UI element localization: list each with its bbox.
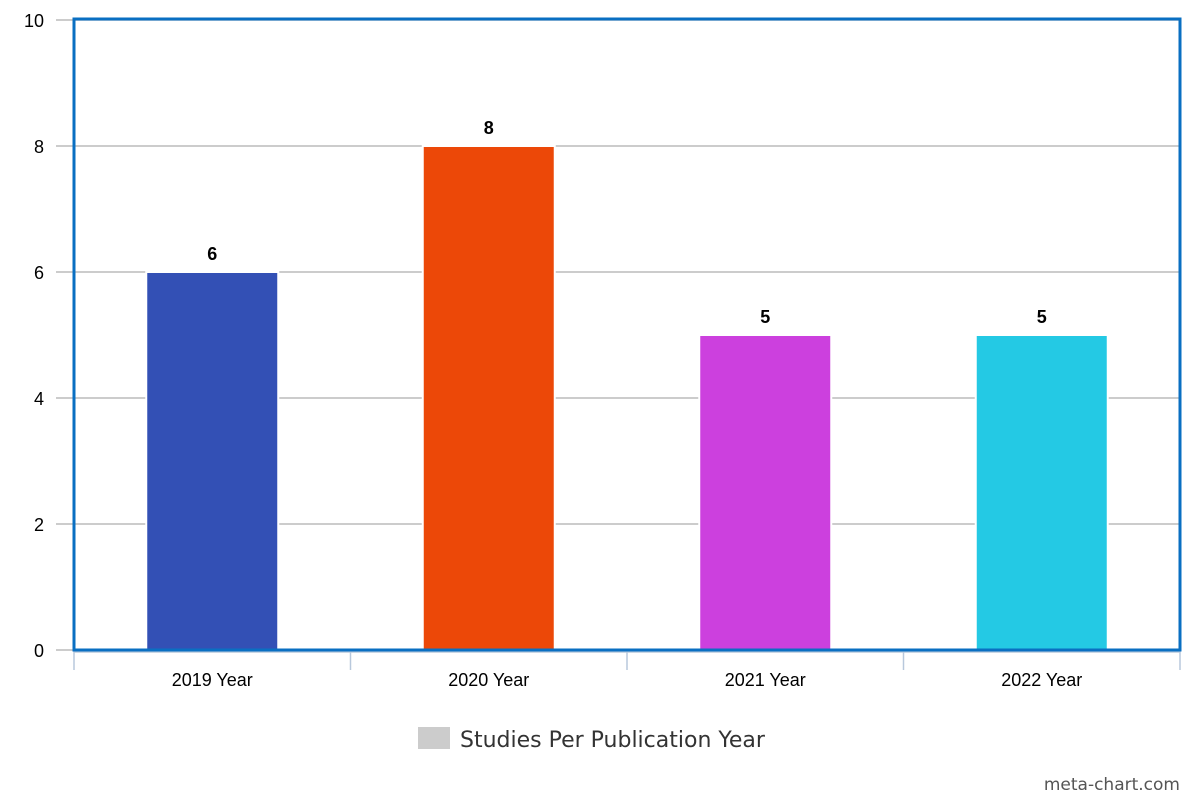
x-axis: 2019 Year 2020 Year 2021 Year 2022 Year	[73, 650, 1181, 690]
y-tick-label: 6	[34, 263, 44, 283]
watermark-text[interactable]: meta-chart.com	[1044, 775, 1180, 795]
legend-swatch[interactable]	[418, 727, 450, 749]
y-tick-label: 0	[34, 641, 44, 661]
bar-2021-year[interactable]	[698, 334, 833, 651]
data-label: 6	[207, 244, 217, 264]
bar-2022-year[interactable]	[974, 334, 1109, 651]
x-tick-label: 2021 Year	[725, 670, 806, 690]
x-tick-label: 2019 Year	[172, 670, 253, 690]
y-tick-label: 2	[34, 515, 44, 535]
y-tick-label: 10	[24, 11, 44, 31]
x-tick-label: 2022 Year	[1001, 670, 1082, 690]
data-labels: 6 8 5 5	[207, 118, 1047, 327]
y-tick-label: 8	[34, 137, 44, 157]
data-label: 5	[760, 307, 770, 327]
plot-border	[72, 17, 1182, 652]
data-label: 5	[1037, 307, 1047, 327]
data-label: 8	[484, 118, 494, 138]
y-axis: 0 2 4 6 8 10	[24, 11, 74, 661]
x-tick-label: 2020 Year	[448, 670, 529, 690]
y-tick-label: 4	[34, 389, 44, 409]
bar-2019-year[interactable]	[145, 271, 280, 651]
legend-label[interactable]: Studies Per Publication Year	[460, 728, 766, 753]
legend[interactable]: Studies Per Publication Year	[418, 727, 766, 753]
bar-2020-year[interactable]	[421, 145, 556, 651]
bars	[145, 145, 1109, 651]
